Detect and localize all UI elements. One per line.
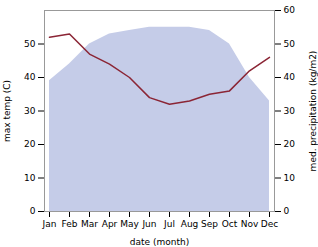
svg-text:Jan: Jan: [42, 219, 57, 229]
svg-text:Apr: Apr: [102, 219, 118, 229]
svg-text:max temp (C): max temp (C): [2, 80, 12, 142]
svg-text:0: 0: [30, 206, 36, 216]
svg-text:Feb: Feb: [62, 219, 78, 229]
svg-text:med. precipitation (kg/m2): med. precipitation (kg/m2): [308, 51, 318, 172]
svg-text:Aug: Aug: [181, 219, 199, 229]
svg-text:60: 60: [284, 5, 296, 15]
svg-text:date (month): date (month): [130, 237, 189, 247]
svg-text:10: 10: [284, 173, 296, 183]
svg-text:Oct: Oct: [222, 219, 238, 229]
svg-text:50: 50: [24, 39, 36, 49]
svg-text:May: May: [120, 219, 139, 229]
svg-text:Dec: Dec: [261, 219, 278, 229]
svg-text:30: 30: [24, 106, 36, 116]
svg-text:30: 30: [284, 106, 296, 116]
svg-text:20: 20: [24, 139, 36, 149]
svg-text:50: 50: [284, 39, 296, 49]
svg-text:20: 20: [284, 139, 296, 149]
svg-text:Jun: Jun: [141, 219, 156, 229]
svg-text:40: 40: [284, 72, 296, 82]
svg-text:Mar: Mar: [81, 219, 98, 229]
svg-text:0: 0: [284, 206, 290, 216]
svg-text:40: 40: [24, 72, 36, 82]
svg-text:Sep: Sep: [201, 219, 218, 229]
svg-text:Nov: Nov: [241, 219, 259, 229]
svg-text:10: 10: [24, 173, 36, 183]
svg-text:Jul: Jul: [163, 219, 175, 229]
